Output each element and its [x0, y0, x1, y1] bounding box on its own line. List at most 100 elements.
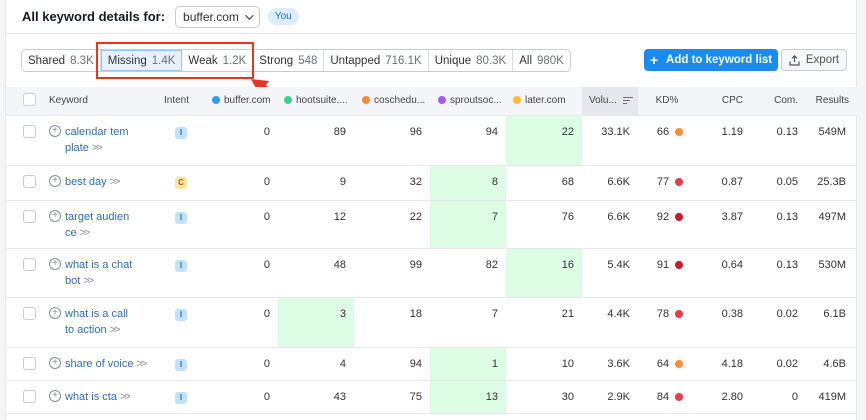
volume-cell: 5.4K: [582, 248, 638, 298]
kd-difficulty-dot-icon: [675, 392, 684, 401]
filter-shared[interactable]: Shared 8.3K: [22, 50, 101, 71]
position-sproutsocial: 13: [430, 380, 506, 414]
results-cell: 549M: [806, 115, 857, 166]
col-buffer[interactable]: buffer.com: [212, 87, 278, 116]
col-later[interactable]: later.com: [506, 87, 582, 116]
col-volume[interactable]: Volu...: [582, 87, 638, 116]
add-keyword-icon[interactable]: +: [49, 356, 61, 369]
filter-count: 8.3K: [70, 54, 94, 67]
intent-badge: I: [175, 259, 187, 272]
col-sproutsocial[interactable]: sproutsoc...: [430, 87, 506, 116]
col-hootsuite[interactable]: hootsuite....: [278, 87, 354, 116]
table-header-row: Keyword Intent buffer.com hootsuite.... …: [6, 87, 857, 116]
volume-cell: 2.9K: [582, 380, 638, 414]
intent-badge: I: [175, 211, 187, 224]
add-to-keyword-list-button[interactable]: + Add to keyword list: [644, 49, 778, 71]
volume-cell: 4.4K: [582, 297, 638, 348]
col-com[interactable]: Com.: [751, 87, 806, 116]
row-checkbox[interactable]: [23, 124, 36, 138]
row-checkbox[interactable]: [23, 257, 36, 271]
keyword-cell: + what is a call to action >>: [49, 306, 154, 338]
position-buffer: 0: [212, 297, 278, 348]
position-hootsuite: 43: [278, 380, 354, 414]
row-checkbox[interactable]: [23, 356, 36, 370]
domain-select-value: buffer.com: [183, 9, 239, 24]
position-buffer: 0: [212, 248, 278, 298]
keyword-details-chevron-icon[interactable]: >>: [119, 390, 131, 403]
keyword-details-chevron-icon[interactable]: >>: [83, 274, 94, 287]
col-keyword[interactable]: Keyword: [44, 87, 162, 116]
position-hootsuite: 3: [278, 297, 354, 348]
kd-value: 77: [656, 175, 670, 188]
volume-cell: 33.1K: [582, 115, 638, 166]
intent-badge: I: [175, 391, 187, 404]
position-coschedule: 22: [354, 200, 430, 249]
keyword-details-chevron-icon[interactable]: >>: [109, 175, 121, 188]
col-coschedule[interactable]: coschedu...: [354, 87, 430, 116]
row-checkbox[interactable]: [23, 174, 36, 188]
col-cpc[interactable]: CPC: [696, 87, 751, 116]
buffer-dot-icon: [212, 96, 220, 105]
details-header: All keyword details for: buffer.com You: [6, 0, 856, 34]
keyword-cell: + best day >>: [49, 174, 154, 190]
filter-count: 1.2K: [222, 54, 247, 67]
position-later: 68: [506, 165, 582, 201]
filter-untapped[interactable]: Untapped 716.1K: [324, 50, 429, 71]
filter-missing[interactable]: Missing 1.4K: [100, 50, 183, 71]
col-intent[interactable]: Intent: [162, 87, 212, 116]
filter-strong[interactable]: Strong 548: [253, 50, 325, 71]
kd-difficulty-dot-icon: [675, 309, 684, 318]
keyword-cell: + calendar tem plate >>: [49, 124, 154, 156]
keyword-link[interactable]: calendar tem plate >>: [65, 125, 129, 154]
add-keyword-icon[interactable]: +: [49, 257, 61, 270]
keyword-link[interactable]: share of voice >>: [65, 357, 147, 370]
filter-label: Untapped: [330, 54, 381, 67]
table-row: + target audien ce >> I 0 12 22 7 76 6.6K 92 3.87 0.1…: [6, 200, 857, 249]
add-keyword-icon[interactable]: +: [49, 389, 61, 402]
keyword-details-chevron-icon[interactable]: >>: [79, 226, 91, 239]
row-checkbox[interactable]: [23, 209, 36, 223]
keyword-details-chevron-icon[interactable]: >>: [136, 357, 147, 370]
keyword-cell: + share of voice >>: [49, 356, 154, 372]
keyword-link[interactable]: what is cta >>: [65, 390, 131, 403]
keyword-link[interactable]: what is a call to action >>: [65, 307, 128, 336]
position-hootsuite: 12: [278, 200, 354, 249]
row-checkbox[interactable]: [23, 306, 36, 320]
filter-unique[interactable]: Unique 80.3K: [429, 50, 514, 71]
results-cell: 25.3B: [806, 165, 857, 201]
kd-value: 91: [656, 258, 670, 271]
add-keyword-icon[interactable]: +: [49, 124, 61, 137]
filter-all[interactable]: All 980K: [513, 50, 570, 71]
keyword-link[interactable]: what is a chat bot >>: [65, 258, 133, 287]
domain-select[interactable]: buffer.com: [175, 5, 260, 28]
position-sproutsocial: 94: [430, 115, 506, 166]
keyword-filter-tabs: Shared 8.3K Missing 1.4K Weak 1.2K Strong 54…: [21, 49, 571, 72]
volume-cell: 3.6K: [582, 347, 638, 381]
filter-count: 980K: [537, 54, 564, 67]
add-keyword-icon[interactable]: +: [49, 174, 61, 187]
filter-label: Shared: [28, 54, 66, 67]
add-keyword-icon[interactable]: +: [49, 306, 61, 319]
position-later: 21: [506, 297, 582, 348]
col-kd[interactable]: KD%: [638, 87, 696, 116]
select-all-checkbox[interactable]: [23, 92, 36, 106]
keyword-details-chevron-icon[interactable]: >>: [109, 323, 121, 336]
keyword-link[interactable]: best day >>: [65, 175, 121, 188]
export-button[interactable]: Export: [781, 49, 847, 71]
add-keyword-icon[interactable]: +: [49, 209, 61, 222]
kd-value: 84: [656, 390, 670, 403]
row-checkbox[interactable]: [23, 389, 36, 403]
kd-difficulty-dot-icon: [675, 177, 684, 186]
position-later: 30: [506, 380, 582, 414]
volume-cell: 6.6K: [582, 200, 638, 249]
keyword-link[interactable]: target audien ce >>: [65, 210, 130, 239]
kd-difficulty-dot-icon: [675, 359, 684, 368]
table-row: + what is cta >> I 0 43 75 13 30 2.9K 84 2.80 0 419M: [6, 380, 857, 414]
col-results[interactable]: Results: [806, 87, 857, 116]
keyword-cell: + target audien ce >>: [49, 209, 154, 241]
filter-weak[interactable]: Weak 1.2K: [182, 50, 254, 71]
results-cell: 6.1B: [806, 297, 857, 348]
cpc-cell: 0.87: [696, 165, 751, 201]
keyword-details-chevron-icon[interactable]: >>: [91, 141, 103, 154]
com-cell: 0: [751, 380, 806, 414]
